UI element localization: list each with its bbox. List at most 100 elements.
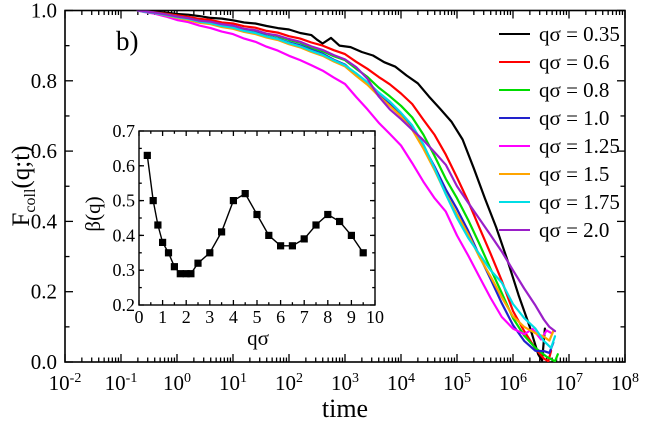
legend-label: qσ = 1.75: [539, 189, 620, 214]
legend-label: qσ = 2.0: [539, 217, 610, 242]
legend-swatch: [499, 201, 530, 203]
main-axes-frame: [64, 9, 626, 363]
legend-swatch: [499, 173, 530, 175]
legend-swatch: [499, 145, 530, 147]
inset-x-tick-label: 1: [158, 307, 167, 327]
inset-x-axis-title: qσ: [247, 326, 269, 350]
y-axis-title-rest: (q;t): [8, 145, 35, 189]
legend-item: qσ = 0.8: [499, 76, 620, 104]
panel-label: b): [116, 26, 139, 56]
curve-q1.25: [136, 10, 554, 341]
inset-x-tick-label: 3: [205, 307, 214, 327]
y-tick-label: 0.2: [31, 280, 57, 304]
y-tick-label: 0.6: [31, 139, 57, 163]
inset-marker: [265, 231, 273, 239]
x-tick-label: 102: [275, 371, 303, 395]
legend-label: qσ = 0.6: [539, 49, 610, 74]
inset-marker: [194, 259, 202, 267]
y-axis-title-sub: coll: [22, 188, 39, 213]
inset-marker: [164, 249, 173, 257]
curve-q1.75: [136, 10, 557, 349]
inset-marker: [154, 221, 162, 229]
inset-marker: [143, 151, 151, 159]
y-tick-label: 0.8: [31, 69, 57, 93]
legend-item: qσ = 0.6: [499, 48, 620, 76]
legend-item: qσ = 1.75: [499, 188, 620, 216]
inset-marker: [253, 210, 261, 219]
inset-marker: [187, 270, 195, 278]
inset-marker: [159, 238, 167, 246]
x-axis-title: time: [321, 394, 369, 423]
curve-q0.6: [136, 10, 553, 362]
legend-item: qσ = 1.5: [499, 160, 620, 188]
inset-y-tick-label: 0.6: [113, 156, 136, 176]
legend-label: qσ = 1.5: [539, 161, 610, 186]
curve-q0.35: [136, 10, 546, 362]
x-tick-label: 10-1: [105, 371, 138, 395]
y-tick-label: 0.0: [31, 350, 57, 374]
inset-marker: [218, 228, 226, 236]
inset-y-tick-label: 0.7: [113, 121, 136, 141]
y-tick-label: 1.0: [31, 0, 57, 23]
inset-x-tick-label: 7: [300, 307, 309, 327]
legend-item: qσ = 0.35: [499, 20, 620, 48]
curve-q2: [136, 10, 557, 333]
y-axis-title-main: F: [8, 212, 35, 227]
inset-marker: [170, 263, 178, 271]
inset-marker: [277, 242, 285, 250]
inset-y-tick-label: 0.2: [113, 295, 136, 315]
inset-x-tick-label: 9: [347, 307, 356, 327]
inset-marker: [241, 190, 249, 198]
legend-item: qσ = 2.0: [499, 216, 620, 244]
inset-y-tick-label: 0.3: [113, 260, 136, 280]
inset-marker: [182, 270, 190, 278]
legend-label: qσ = 1.25: [539, 133, 620, 158]
inset-marker: [206, 249, 214, 257]
inset-marker: [229, 197, 237, 205]
legend-label: qσ = 0.35: [539, 21, 620, 46]
x-tick-label: 10-2: [49, 371, 82, 395]
inset-marker: [300, 235, 308, 243]
legend-swatch: [499, 117, 530, 119]
inset-marker: [336, 217, 344, 226]
inset-x-tick-label: 5: [253, 307, 262, 327]
inset-marker: [359, 249, 367, 257]
legend-item: qσ = 1.0: [499, 104, 620, 132]
x-tick-label: 107: [555, 371, 583, 395]
x-tick-label: 104: [387, 371, 415, 395]
x-tick-label: 100: [163, 371, 191, 395]
inset-marker: [176, 270, 184, 278]
inset-x-tick-label: 4: [229, 307, 238, 327]
x-tick-label: 108: [611, 371, 639, 395]
legend: qσ = 0.35 qσ = 0.6 qσ = 0.8 qσ = 1.0 qσ = 1.…: [499, 20, 620, 244]
inset-x-tick-label: 6: [276, 307, 285, 327]
inset-axes-frame: [138, 130, 376, 306]
x-tick-label: 105: [443, 371, 471, 395]
y-axis-title: Fcoll(q;t): [8, 125, 39, 247]
legend-swatch: [499, 33, 530, 35]
legend-swatch: [499, 89, 530, 91]
inset-x-tick-label: 2: [182, 307, 191, 327]
inset-marker: [288, 242, 296, 250]
inset-marker: [312, 221, 320, 229]
inset-y-tick-label: 0.5: [113, 191, 136, 211]
inset-marker: [149, 197, 157, 205]
legend-swatch: [499, 229, 530, 231]
y-tick-label: 0.4: [31, 209, 58, 233]
legend-item: qσ = 1.25: [499, 132, 620, 160]
inset-marker: [324, 210, 332, 219]
inset-y-axis-title: β(q): [81, 196, 105, 232]
x-tick-label: 103: [331, 371, 359, 395]
inset-y-tick-label: 0.4: [113, 225, 136, 245]
x-tick-label: 101: [219, 371, 247, 395]
x-tick-label: 106: [499, 371, 527, 395]
legend-label: qσ = 0.8: [539, 77, 610, 102]
inset-marker: [347, 231, 355, 239]
inset-x-tick-label: 0: [135, 307, 144, 327]
legend-label: qσ = 1.0: [539, 105, 610, 130]
legend-swatch: [499, 61, 530, 63]
inset-x-tick-label: 10: [366, 307, 384, 327]
inset-x-tick-label: 8: [323, 307, 332, 327]
